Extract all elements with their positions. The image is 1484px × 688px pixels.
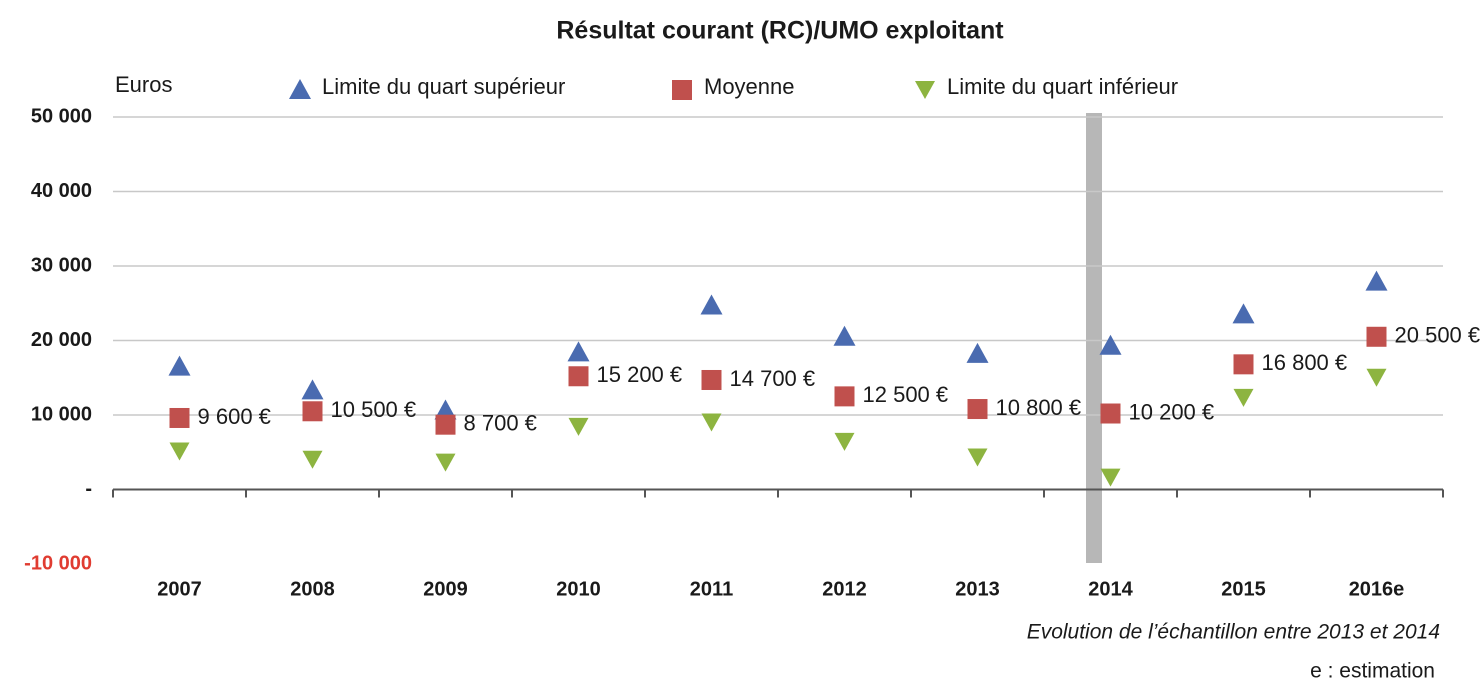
point	[1366, 326, 1387, 347]
x-tick-label: 2010	[556, 578, 601, 600]
point	[567, 341, 590, 362]
legend-label: Moyenne	[704, 74, 795, 99]
data-label: 10 800 €	[996, 395, 1082, 420]
y-tick-label: -10 000	[24, 552, 92, 574]
point	[169, 442, 190, 461]
y-tick-label: 50 000	[31, 105, 92, 127]
point	[700, 294, 723, 315]
point	[1233, 388, 1254, 407]
point	[1099, 334, 1122, 355]
point	[833, 325, 856, 346]
data-label: 8 700 €	[464, 410, 537, 435]
point	[1233, 354, 1254, 375]
data-label: 12 500 €	[863, 382, 949, 407]
data-label: 9 600 €	[198, 404, 271, 429]
x-tick-label: 2014	[1088, 578, 1133, 600]
y-tick-label: 20 000	[31, 329, 92, 351]
chart-title: Résultat courant (RC)/UMO exploitant	[556, 17, 1004, 45]
data-label: 10 200 €	[1129, 399, 1215, 424]
sample-change-bar	[1086, 113, 1102, 563]
x-tick-label: 2009	[423, 578, 468, 600]
point	[568, 366, 589, 387]
y-axis-label: Euros	[115, 72, 172, 97]
legend-marker	[289, 79, 311, 99]
point	[1232, 303, 1255, 324]
point	[1100, 403, 1121, 424]
legend-marker	[672, 80, 692, 100]
data-label: 15 200 €	[597, 362, 683, 387]
point	[701, 369, 722, 390]
x-tick-label: 2008	[290, 578, 335, 600]
x-tick-label: 2013	[955, 578, 1000, 600]
point	[434, 399, 457, 420]
point	[1366, 368, 1387, 387]
point	[302, 450, 323, 469]
point	[1100, 468, 1121, 487]
point	[834, 432, 855, 451]
y-tick-label: 30 000	[31, 254, 92, 276]
data-label: 20 500 €	[1395, 323, 1481, 348]
point	[568, 417, 589, 436]
x-tick-label: 2007	[157, 578, 202, 600]
y-tick-label: 40 000	[31, 180, 92, 202]
point	[967, 399, 988, 420]
point	[966, 342, 989, 363]
x-tick-label: 2016e	[1349, 578, 1405, 600]
x-tick-label: 2012	[822, 578, 867, 600]
point	[701, 413, 722, 432]
y-tick-label: -	[85, 478, 92, 500]
point	[435, 453, 456, 472]
point	[301, 379, 324, 400]
point	[1365, 270, 1388, 291]
data-label: 14 700 €	[730, 366, 816, 391]
point	[435, 414, 456, 435]
legend-marker	[915, 81, 935, 99]
x-tick-label: 2015	[1221, 578, 1266, 600]
y-tick-label: 10 000	[31, 403, 92, 425]
point	[967, 448, 988, 467]
x-tick-label: 2011	[690, 578, 733, 600]
point	[834, 386, 855, 407]
point	[302, 401, 323, 422]
legend-label: Limite du quart supérieur	[322, 74, 565, 99]
data-label: 10 500 €	[331, 397, 417, 422]
point	[168, 355, 191, 376]
data-label: 16 800 €	[1262, 350, 1348, 375]
annotation: e : estimation	[1310, 660, 1435, 683]
point	[169, 407, 190, 428]
annotation: Evolution de l’échantillon entre 2013 et…	[1027, 621, 1440, 644]
legend-label: Limite du quart inférieur	[947, 74, 1178, 99]
